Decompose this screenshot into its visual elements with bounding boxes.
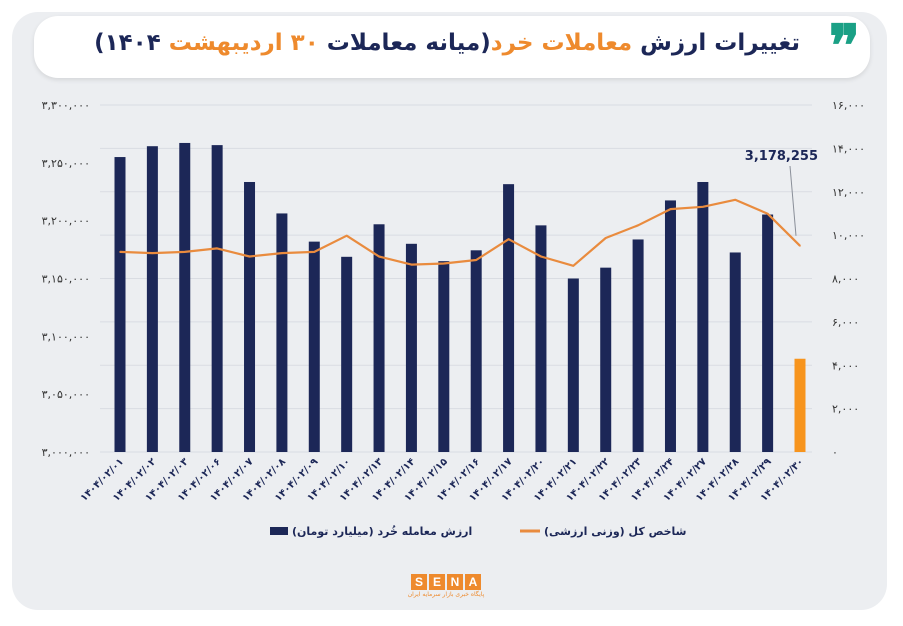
- bar: [373, 224, 385, 452]
- line-point: [799, 245, 801, 247]
- chart-title: تغییرات ارزش معاملات خرد(میانه معاملات ۳…: [94, 30, 800, 56]
- title-bar: تغییرات ارزش معاملات خرد(میانه معاملات ۳…: [34, 16, 870, 78]
- bar: [535, 225, 547, 452]
- bar: [794, 358, 806, 452]
- bar: [179, 142, 191, 452]
- line-point: [313, 251, 316, 253]
- bar: [632, 239, 644, 452]
- line-point: [637, 224, 639, 227]
- bar: [762, 214, 774, 452]
- y-axis-right: ۰ ۲,۰۰۰ ۴,۰۰۰ ۶,۰۰۰ ۸,۰۰۰ ۱۰,۰۰۰ ۱۲,۰۰۰ ۱۴,۰۰۰ ۱…: [832, 99, 865, 459]
- line-point: [702, 205, 704, 208]
- bar: [146, 146, 158, 453]
- bar: [114, 157, 126, 453]
- annotation: 3,178,255: [745, 149, 818, 236]
- legend-label-bar: ارزش معامله خُرد (میلیارد تومان): [292, 525, 472, 538]
- bar: [438, 261, 450, 452]
- line-point: [119, 251, 121, 253]
- title-part-2: معاملات خرد: [490, 30, 633, 56]
- y-left-tick-label: ۳,۰۵۰,۰۰۰: [42, 388, 90, 401]
- bar: [729, 252, 741, 452]
- bar: [276, 213, 288, 452]
- logo-letters: S E N A: [403, 574, 489, 590]
- logo-letter: E: [429, 574, 445, 590]
- y-right-tick-label: ۸,۰۰۰: [832, 273, 859, 286]
- y-left-tick-label: ۳,۳۰۰,۰۰۰: [42, 99, 90, 112]
- x-axis-labels: ۱۴۰۴/۰۲/۰۱۱۴۰۴/۰۲/۰۲۱۴۰۴/۰۲/۰۳۱۴۰۴/۰۲/۰۶…: [79, 456, 806, 503]
- y-right-tick-label: ۱۰,۰۰۰: [832, 229, 865, 242]
- legend-swatch-bar: [270, 527, 288, 535]
- bar: [308, 241, 320, 452]
- line-point: [183, 251, 186, 253]
- y-left-tick-label: ۳,۱۰۰,۰۰۰: [42, 330, 90, 343]
- bar: [567, 278, 579, 452]
- annotation-leader: [789, 165, 797, 236]
- line-point: [248, 255, 251, 258]
- title-part-1: تغییرات ارزش: [632, 30, 800, 56]
- y-left-tick-label: ۳,۱۵۰,۰۰۰: [42, 273, 90, 286]
- bar: [503, 184, 515, 453]
- line-point: [604, 237, 607, 239]
- quote-icon: ❞: [828, 12, 860, 80]
- sena-logo: S E N A پایگاه خبری بازار سرمایه ایران: [403, 574, 489, 598]
- y-left-tick-label: ۳,۰۰۰,۰۰۰: [42, 446, 90, 459]
- title-part-5: ۱۴۰۴): [94, 30, 169, 56]
- line-point: [151, 252, 154, 254]
- line-point: [540, 255, 542, 258]
- logo-letter: S: [411, 574, 427, 590]
- line-point: [378, 255, 380, 258]
- y-right-tick-label: ۶,۰۰۰: [832, 316, 859, 329]
- y-right-tick-label: ۲,۰۰۰: [832, 403, 859, 416]
- legend: ارزش معامله خُرد (میلیارد تومان) شاخص کل …: [270, 525, 686, 538]
- y-axis-left: ۳,۰۰۰,۰۰۰ ۳,۰۵۰,۰۰۰ ۳,۱۰۰,۰۰۰ ۳,۱۵۰,۰۰۰ ۳,۲۰…: [42, 99, 90, 459]
- y-left-tick-label: ۳,۲۰۰,۰۰۰: [42, 215, 90, 228]
- y-right-tick-label: ۱۲,۰۰۰: [832, 186, 865, 199]
- bar: [664, 200, 676, 452]
- line-point: [345, 234, 348, 237]
- legend-label-line: شاخص کل (وزنی ارزشی): [544, 525, 686, 538]
- bar: [697, 181, 709, 452]
- logo-tagline: پایگاه خبری بازار سرمایه ایران: [407, 591, 485, 598]
- y-right-tick-label: ۱۴,۰۰۰: [832, 142, 865, 155]
- bar: [405, 243, 417, 452]
- line-point: [216, 247, 218, 250]
- line-point: [281, 252, 283, 254]
- y-right-tick-label: ۴,۰۰۰: [832, 359, 859, 372]
- line-point: [410, 263, 413, 266]
- bar: [244, 181, 256, 452]
- bar: [211, 145, 223, 452]
- title-part-4: ۳۰ اردیبهشت: [168, 30, 319, 56]
- line-point: [475, 259, 477, 261]
- line-point: [734, 199, 737, 201]
- logo-letter: A: [465, 574, 481, 590]
- bar: [600, 267, 612, 452]
- index-line: [119, 198, 801, 267]
- annotation-label: 3,178,255: [745, 149, 818, 164]
- bar: [341, 256, 353, 452]
- line-series: [119, 198, 801, 267]
- line-point: [443, 262, 445, 265]
- line-point: [766, 212, 769, 215]
- title-part-3: (میانه معاملات: [318, 30, 491, 56]
- y-right-tick-label: ۰: [832, 446, 838, 459]
- bar-series: [114, 142, 806, 453]
- bar: [470, 250, 482, 452]
- line-point: [572, 264, 575, 267]
- logo-letter: N: [447, 574, 463, 590]
- y-left-tick-label: ۳,۲۵۰,۰۰۰: [42, 157, 90, 170]
- y-right-tick-label: ۱۶,۰۰۰: [832, 99, 865, 112]
- line-point: [507, 238, 510, 240]
- line-point: [669, 208, 672, 210]
